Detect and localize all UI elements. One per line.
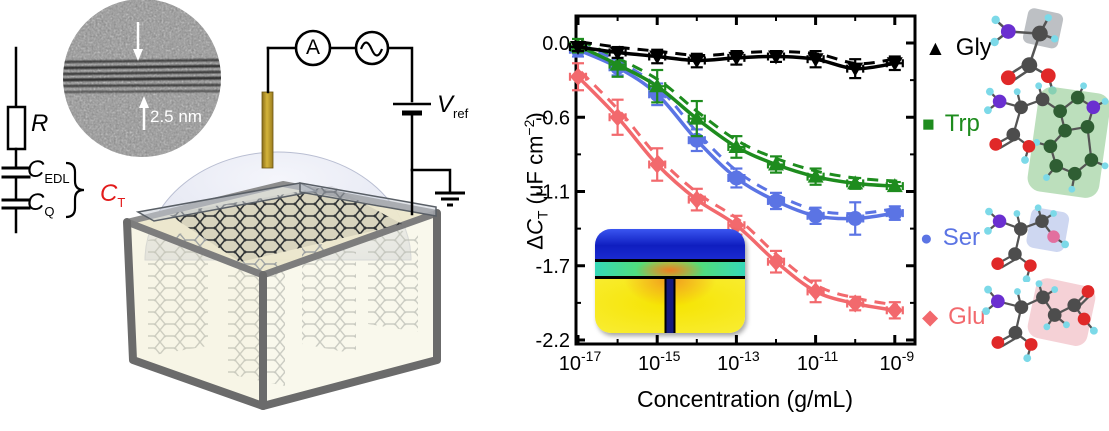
data-line-solid [577, 48, 896, 221]
box-wall-left [127, 222, 263, 406]
serine-molecule [984, 204, 1070, 282]
tryptophan-molecule [984, 82, 1109, 198]
cap-total-label: CT [100, 180, 126, 210]
cap-edl-label: CEDL [27, 156, 70, 186]
glu-marker-icon: ◆ [922, 305, 939, 329]
svg-text:-2.2: -2.2 [536, 330, 570, 352]
gly-marker-icon: ▲ [925, 36, 946, 60]
svg-text:10-17: 10-17 [559, 348, 602, 375]
trp-label: Trp [944, 110, 980, 137]
inset-substrate [595, 279, 745, 333]
battery-icon [393, 102, 431, 116]
resistor-label: R [31, 110, 49, 137]
simulation-colormap-inset [595, 229, 745, 333]
legend-item-trp: ■ Trp [922, 112, 980, 136]
inset-separator [595, 276, 745, 279]
gly-label: Gly [955, 34, 992, 61]
ser-label: Ser [942, 224, 981, 251]
trp-marker-icon: ■ [922, 112, 935, 136]
tick-labels: 0.0 -0.6 -1.1 -1.7 -2.210-17 10-15 10-13 10-11 1… [536, 33, 915, 375]
x-axis-label: Concentration (g/mL) [636, 386, 854, 412]
graphene-lamellae [63, 58, 221, 93]
svg-text:-0.6: -0.6 [536, 107, 570, 129]
brace-icon [65, 161, 85, 219]
tem-scale-label: 2.5 nm [150, 107, 202, 126]
device-schematic [1, 29, 465, 410]
down-arrow-icon [133, 22, 143, 61]
series-Glu [568, 62, 904, 320]
glycine-molecule [990, 8, 1064, 95]
glu-label: Glu [948, 303, 986, 330]
plot-frame [574, 14, 917, 346]
cap-q-label: CQ [27, 189, 55, 219]
rc-equivalent-circuit [1, 46, 31, 234]
svg-text:10-15: 10-15 [638, 348, 681, 375]
y-axis-label: ΔCT (μF cm−2) [521, 112, 551, 250]
inset-electrolyte-band [595, 229, 745, 259]
sine-wave-icon [359, 41, 384, 57]
inset-graphene-band [595, 262, 745, 276]
vref-label: Vref [437, 91, 469, 121]
inset-separator [595, 259, 745, 262]
legend-item-ser: ● Ser [920, 226, 980, 250]
legend-item-gly: ▲ Gly [925, 36, 992, 60]
glass-slides [135, 182, 437, 222]
series-Gly [568, 40, 904, 80]
up-arrow-icon [139, 96, 149, 130]
svg-text:-1.1: -1.1 [536, 182, 570, 204]
svg-text:0.0: 0.0 [542, 33, 570, 55]
svg-text:-1.7: -1.7 [536, 256, 570, 278]
trp-sidechain-highlight [1027, 86, 1109, 198]
measurement-circuit [266, 46, 452, 216]
inset-channel-line [664, 279, 676, 333]
tem-image-inset: 2.5 nm [63, 0, 221, 157]
ground-icon [435, 191, 465, 207]
fit-line-dashed [580, 43, 899, 216]
svg-text:10-9: 10-9 [879, 348, 914, 375]
svg-text:10-13: 10-13 [717, 348, 760, 375]
capacitance-chart: 0.0 -0.6 -1.1 -1.7 -2.210-17 10-15 10-13 10-11 1… [536, 14, 917, 375]
glutamate-molecule [982, 278, 1098, 363]
legend-item-glu: ◆ Glu [922, 305, 986, 329]
svg-text:10-11: 10-11 [797, 348, 839, 375]
gold-electrode [261, 91, 274, 169]
ammeter-icon [294, 29, 332, 67]
ser-marker-icon: ● [920, 226, 933, 250]
ammeter-label: A [306, 36, 321, 59]
